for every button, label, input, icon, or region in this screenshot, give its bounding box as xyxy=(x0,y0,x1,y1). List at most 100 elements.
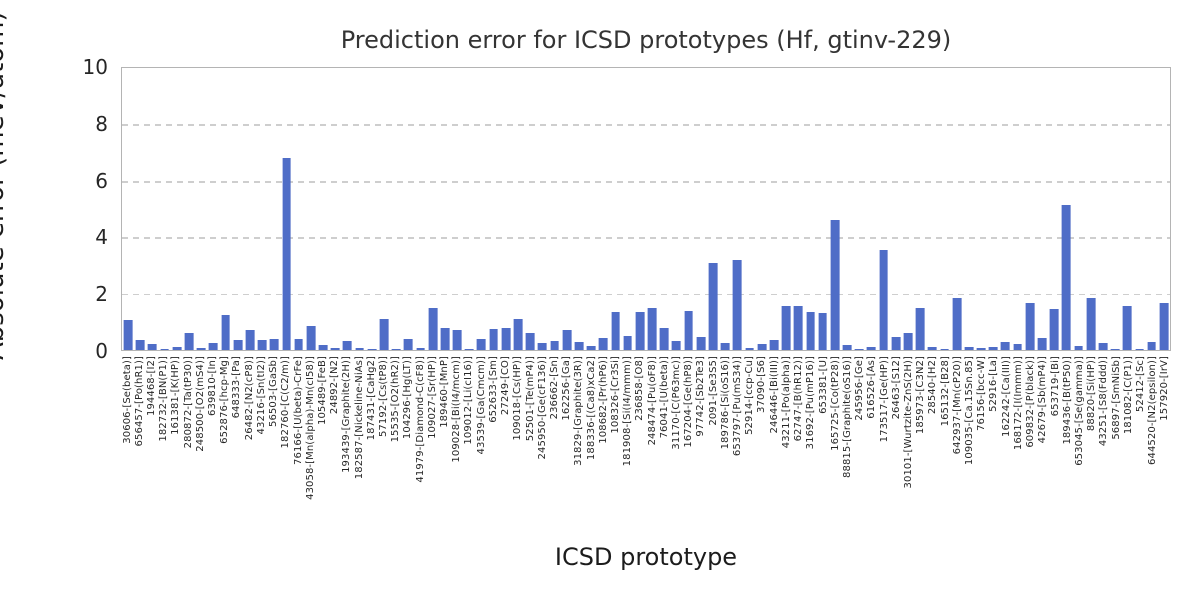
gridline-6 xyxy=(122,180,1170,183)
x-tick-label: 41979-[Diamond-C(cF8)] xyxy=(414,356,426,483)
x-tick-label: 173517-[Ge(HP)] xyxy=(878,356,890,443)
bar xyxy=(269,338,279,350)
bar xyxy=(684,311,694,350)
bar xyxy=(781,306,791,350)
x-tick-label: 181908-[Si(I4/mmm)] xyxy=(622,356,634,467)
bar xyxy=(282,157,291,350)
bar xyxy=(854,348,864,350)
bar xyxy=(1159,303,1169,350)
bar xyxy=(416,348,425,350)
x-tick-label: 609832-[P(black)] xyxy=(1025,356,1037,448)
x-tick-label: 2091-[Se3S5] xyxy=(707,356,719,426)
x-tick-label: 76041-[U(beta)] xyxy=(658,356,670,439)
x-tick-label: 52501-[Te(mP4)] xyxy=(524,356,536,442)
x-tick-label: 189786-[Si(oS16)] xyxy=(719,356,731,450)
bar xyxy=(1013,344,1023,350)
bar xyxy=(598,338,608,350)
x-tick-label: 76156-[bcc-W] xyxy=(976,356,988,431)
bar xyxy=(343,340,352,350)
bar xyxy=(538,342,547,350)
bar xyxy=(708,262,718,350)
x-tick-label: 109028-[Bi(I4/mcm)] xyxy=(451,356,463,463)
bar xyxy=(635,311,645,350)
bar xyxy=(318,344,328,350)
bar xyxy=(586,346,596,350)
x-tick-label: 108682-[Pr(hP6)] xyxy=(597,356,609,444)
x-tick-label: 43216-[Sn(tI2)] xyxy=(255,356,267,435)
x-tick-label: 165725-[Co(tP28)] xyxy=(829,356,841,451)
bar xyxy=(501,328,511,350)
bar xyxy=(1122,306,1132,350)
bar xyxy=(1135,348,1144,350)
x-tick-label: 31692-[Pu(mP16)] xyxy=(805,356,817,450)
x-tick-label: 26482-[N2(cP8)] xyxy=(243,356,255,441)
plot-area xyxy=(121,67,1171,351)
bar xyxy=(733,259,742,350)
bar xyxy=(196,347,206,350)
x-tick-label: 639810-[In] xyxy=(207,356,219,416)
x-tick-label: 165132-[B28] xyxy=(939,356,951,427)
bar xyxy=(184,332,194,350)
bar xyxy=(330,348,340,350)
x-tick-label: 245956-[Ge] xyxy=(854,356,866,421)
bar xyxy=(355,347,365,350)
x-tick-label: 62747-[B(hR12)] xyxy=(793,356,805,442)
bar xyxy=(830,220,840,350)
chart-title: Prediction error for ICSD prototypes (Hf… xyxy=(340,26,952,54)
x-tick-label: 97742-[Sb2Te3] xyxy=(695,356,707,437)
x-tick-label: 652633-[Sm] xyxy=(487,356,499,423)
x-tick-label: 56897-[SmNiSb] xyxy=(1110,356,1122,440)
bar xyxy=(233,340,243,350)
gridline-8 xyxy=(122,124,1170,127)
bar xyxy=(623,335,633,350)
x-tick-label: 31829-[Graphite(3R)] xyxy=(573,356,585,466)
y-tick-label: 0 xyxy=(95,339,108,363)
x-tick-label: 88815-[Graphite(oS16)] xyxy=(841,356,853,478)
x-tick-label: 167204-[Ge(hP8)] xyxy=(683,356,695,448)
gridline-4 xyxy=(122,237,1170,239)
x-tick-label: 24892-[N2] xyxy=(329,356,341,415)
bar xyxy=(757,344,767,350)
bar xyxy=(915,307,925,350)
x-tick-label: 248500-[O2(mS4)] xyxy=(194,356,206,452)
x-tick-label: 653719-[Bi] xyxy=(1049,356,1061,417)
bar xyxy=(574,341,584,350)
x-tick-label: 168172-[I(Immm)] xyxy=(1012,356,1024,451)
x-tick-label: 245950-[Ge(cF136)] xyxy=(536,356,548,460)
x-tick-label: 57192-[Cs(tP8)] xyxy=(378,356,389,438)
x-tick-label: 43251-[S8(Fddd)] xyxy=(1098,356,1110,447)
bar xyxy=(245,330,255,350)
bar xyxy=(440,328,450,350)
x-tick-label: 194468-[I2] xyxy=(146,356,158,416)
x-tick-label: 162256-[Ga] xyxy=(561,356,573,421)
bar xyxy=(903,333,913,350)
x-tick-label: 642937-[Mn(cP20)] xyxy=(951,356,963,455)
x-tick-label: 648333-[Pa] xyxy=(231,356,243,419)
x-tick-label: 652876-[hcp-Mg] xyxy=(219,356,231,444)
y-tick-label: 4 xyxy=(95,225,108,250)
bar xyxy=(135,340,145,350)
bar xyxy=(1037,337,1047,350)
bar xyxy=(745,347,754,350)
bar xyxy=(1147,342,1157,350)
bar xyxy=(464,349,474,350)
x-tick-label: 236662-[Sn] xyxy=(548,356,560,420)
bar xyxy=(1062,204,1071,350)
x-tick-label: 108326-[Cr3Si] xyxy=(609,356,621,434)
bar xyxy=(379,318,389,350)
x-tick-label: 653045-[Se(gamma)] xyxy=(1073,356,1085,466)
bar xyxy=(696,336,706,350)
x-tick-label: 28540-[H2] xyxy=(927,356,939,415)
bar xyxy=(209,342,218,350)
bar xyxy=(659,328,669,350)
x-tick-label: 644520-[N2(epsilon)] xyxy=(1147,356,1159,465)
x-tick-label: 31170-[C(P63mc)] xyxy=(671,356,683,450)
bar xyxy=(1086,297,1096,350)
x-tick-label: 30101-[Wurtzite-ZnS(2H)] xyxy=(903,356,914,489)
x-tick-label: 193439-[Graphite(2H)] xyxy=(341,356,353,473)
x-tick-label: 105489-[FeB] xyxy=(316,356,328,426)
bar xyxy=(428,307,438,350)
x-tick-label: 15535-[O2(hR2)] xyxy=(390,356,402,443)
y-tick-label: 10 xyxy=(82,55,108,79)
